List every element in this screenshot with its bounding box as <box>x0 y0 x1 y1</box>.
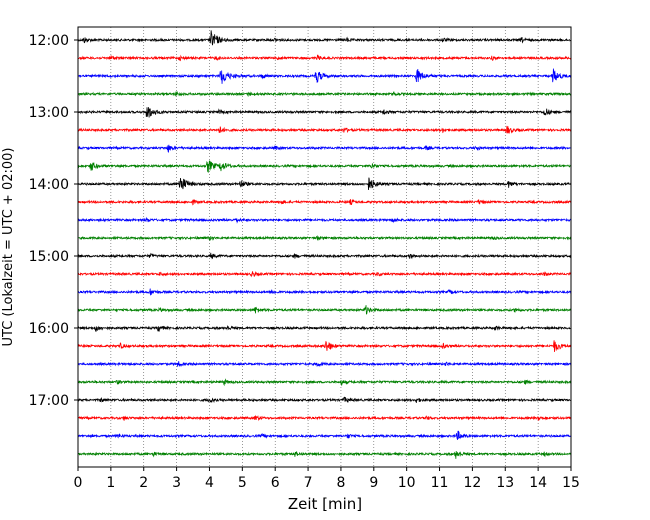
x-tick-label: 13 <box>496 475 514 491</box>
y-axis-label: UTC (Lokalzeit = UTC + 02:00) <box>1 148 16 347</box>
y-tick-label: 14:00 <box>29 177 69 193</box>
grid-lines <box>110 27 539 467</box>
seismic-trace <box>77 234 572 241</box>
seismic-trace <box>77 216 572 224</box>
seismic-trace <box>77 288 572 296</box>
y-tick-label: 13:00 <box>29 105 69 121</box>
seismic-trace <box>77 340 572 353</box>
seismic-trace <box>77 305 572 315</box>
x-tick-label: 4 <box>205 475 214 491</box>
seismic-trace <box>77 450 572 459</box>
seismic-trace <box>77 396 572 404</box>
seismic-trace <box>77 90 572 97</box>
y-tick-label: 17:00 <box>29 393 69 409</box>
y-tick-label: 12:00 <box>29 33 69 49</box>
seismic-trace <box>77 361 572 368</box>
x-tick-label: 9 <box>369 475 378 491</box>
x-tick-label: 14 <box>529 475 547 491</box>
seismic-trace <box>77 252 572 260</box>
x-tick-label: 7 <box>304 475 313 491</box>
y-tick-label: 16:00 <box>29 321 69 337</box>
seismic-trace <box>77 430 572 440</box>
x-tick-label: 10 <box>398 475 416 491</box>
seismic-trace <box>77 177 572 191</box>
x-tick-label: 6 <box>271 475 280 491</box>
x-tick-label: 15 <box>562 475 580 491</box>
seismic-trace <box>77 54 572 62</box>
x-tick-label: 5 <box>238 475 247 491</box>
x-tick-label: 8 <box>336 475 345 491</box>
seismic-trace <box>77 30 572 46</box>
seismic-trace <box>77 125 572 134</box>
seismic-trace <box>77 324 572 333</box>
x-axis-ticks: 0 1 2 3 4 5 6 7 8 9 10 11 12 13 14 15 <box>74 467 580 491</box>
x-tick-label: 0 <box>74 475 83 491</box>
seismic-trace <box>77 144 572 153</box>
x-tick-label: 11 <box>431 475 449 491</box>
seismic-trace <box>77 198 572 206</box>
seismic-trace <box>77 378 572 387</box>
seismic-trace <box>77 414 572 422</box>
seismic-trace <box>77 107 572 118</box>
seismic-traces <box>77 30 572 459</box>
x-tick-label: 1 <box>106 475 115 491</box>
plot-frame <box>77 26 572 468</box>
x-tick-label: 2 <box>139 475 148 491</box>
seismic-trace <box>77 270 572 278</box>
seismic-trace <box>77 68 572 84</box>
x-axis-label: Zeit [min] <box>288 495 362 513</box>
x-tick-label: 3 <box>172 475 181 491</box>
y-tick-label: 15:00 <box>29 249 69 265</box>
x-tick-label: 12 <box>463 475 481 491</box>
seismic-trace <box>77 160 572 173</box>
y-axis-ticks: 12:00 13:00 14:00 15:00 16:00 17:00 <box>29 33 78 409</box>
